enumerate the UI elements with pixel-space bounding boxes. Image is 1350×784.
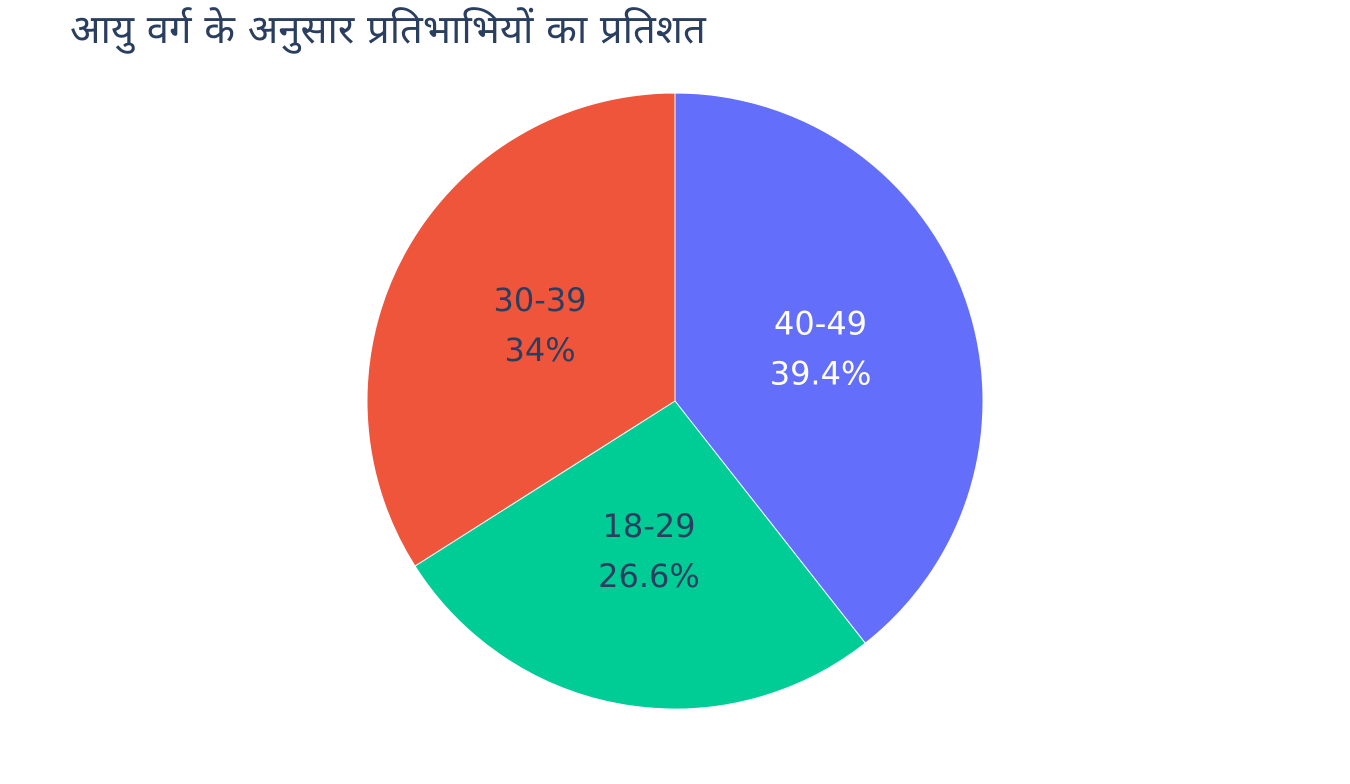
pie-slice bbox=[414, 400, 867, 710]
chart-title: आयु वर्ग के अनुसार प्रतिभाभियों का प्रति… bbox=[70, 7, 707, 54]
slice-value-label: 39.4% bbox=[770, 355, 872, 393]
slice-category-label: 18-29 bbox=[603, 507, 696, 545]
pie-slice bbox=[674, 92, 984, 644]
slice-value-label: 34% bbox=[504, 331, 575, 369]
pie-slice bbox=[366, 92, 676, 567]
slice-category-label: 30-39 bbox=[494, 281, 587, 319]
slice-value-label: 26.6% bbox=[598, 557, 700, 595]
slice-category-label: 40-49 bbox=[774, 305, 867, 343]
